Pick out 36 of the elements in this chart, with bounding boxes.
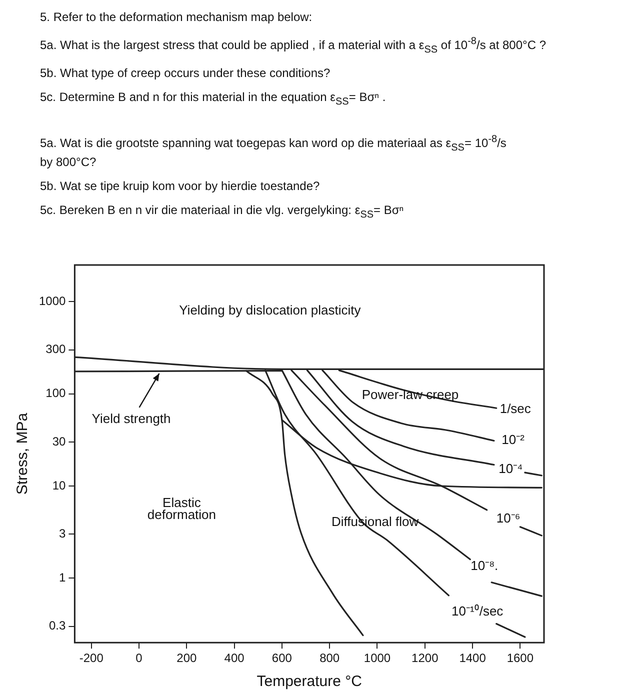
- x-axis-title: Temperature °C: [256, 673, 362, 690]
- text: 5c. Determine B and n for this material in the equation ε$_{SS}$= Bσⁿ .: [40, 90, 387, 110]
- x-tick-label: 200: [176, 651, 197, 666]
- annotation: 10⁻⁶: [496, 510, 520, 526]
- x-tick-label: 1000: [364, 651, 391, 666]
- annotation: 10⁻²: [502, 432, 526, 448]
- x-tick-label: 1200: [412, 651, 439, 666]
- annotation: Yielding by dislocation plasticity: [179, 302, 362, 318]
- text: 5. Refer to the deformation mechanism map below:: [40, 10, 314, 25]
- y-axis-title: Stress, MPa: [14, 412, 32, 495]
- y-tick-label: 10: [52, 478, 66, 492]
- annotation: Yield strength: [92, 411, 171, 426]
- text: 5a. Wat is die grootste spanning wat toegepas kan word op die materiaal as ε$_{SS}$= 10$^{-8}$/s by 800°C?: [40, 134, 506, 170]
- y-tick-label: 30: [52, 434, 66, 448]
- x-tick-label: 800: [320, 651, 340, 666]
- text: 5c. Bereken B en n vir die materiaal in die vlg. vergelyking: ε$_{SS}$= Bσⁿ: [40, 203, 405, 223]
- annotation: 1/sec: [500, 400, 532, 416]
- x-tick-label: 1600: [506, 651, 534, 666]
- y-tick-label: 300: [46, 342, 66, 356]
- y-tick-label: 1000: [38, 294, 66, 308]
- y-tick-label: 3: [59, 526, 66, 541]
- y-tick-label: 1: [59, 570, 66, 584]
- x-tick-label: 600: [272, 651, 292, 666]
- y-tick-label: 100: [46, 386, 66, 400]
- x-tick-label: 1400: [459, 651, 486, 666]
- x-tick-label: 400: [224, 651, 245, 666]
- annotation: 10⁻⁴: [498, 461, 523, 476]
- annotation: 10⁻¹⁰/sec: [452, 604, 504, 619]
- annotation: Power-law creep: [362, 386, 459, 402]
- text: 5a. What is the largest stress that could be applied , if a material with a ε$_{SS}$ of 10$^{-8}$/s at 800°C ?: [40, 35, 548, 58]
- annotation: 10⁻⁸.: [470, 558, 498, 573]
- text: 5b. What type of creep occurs under these conditions?: [40, 66, 332, 82]
- x-tick-label: 0: [136, 651, 143, 666]
- x-tick-label: -200: [79, 651, 104, 666]
- y-tick-label: 0.3: [49, 618, 66, 633]
- text: 5b. Wat se tipe kruip kom voor by hierdie toestande?: [40, 179, 321, 194]
